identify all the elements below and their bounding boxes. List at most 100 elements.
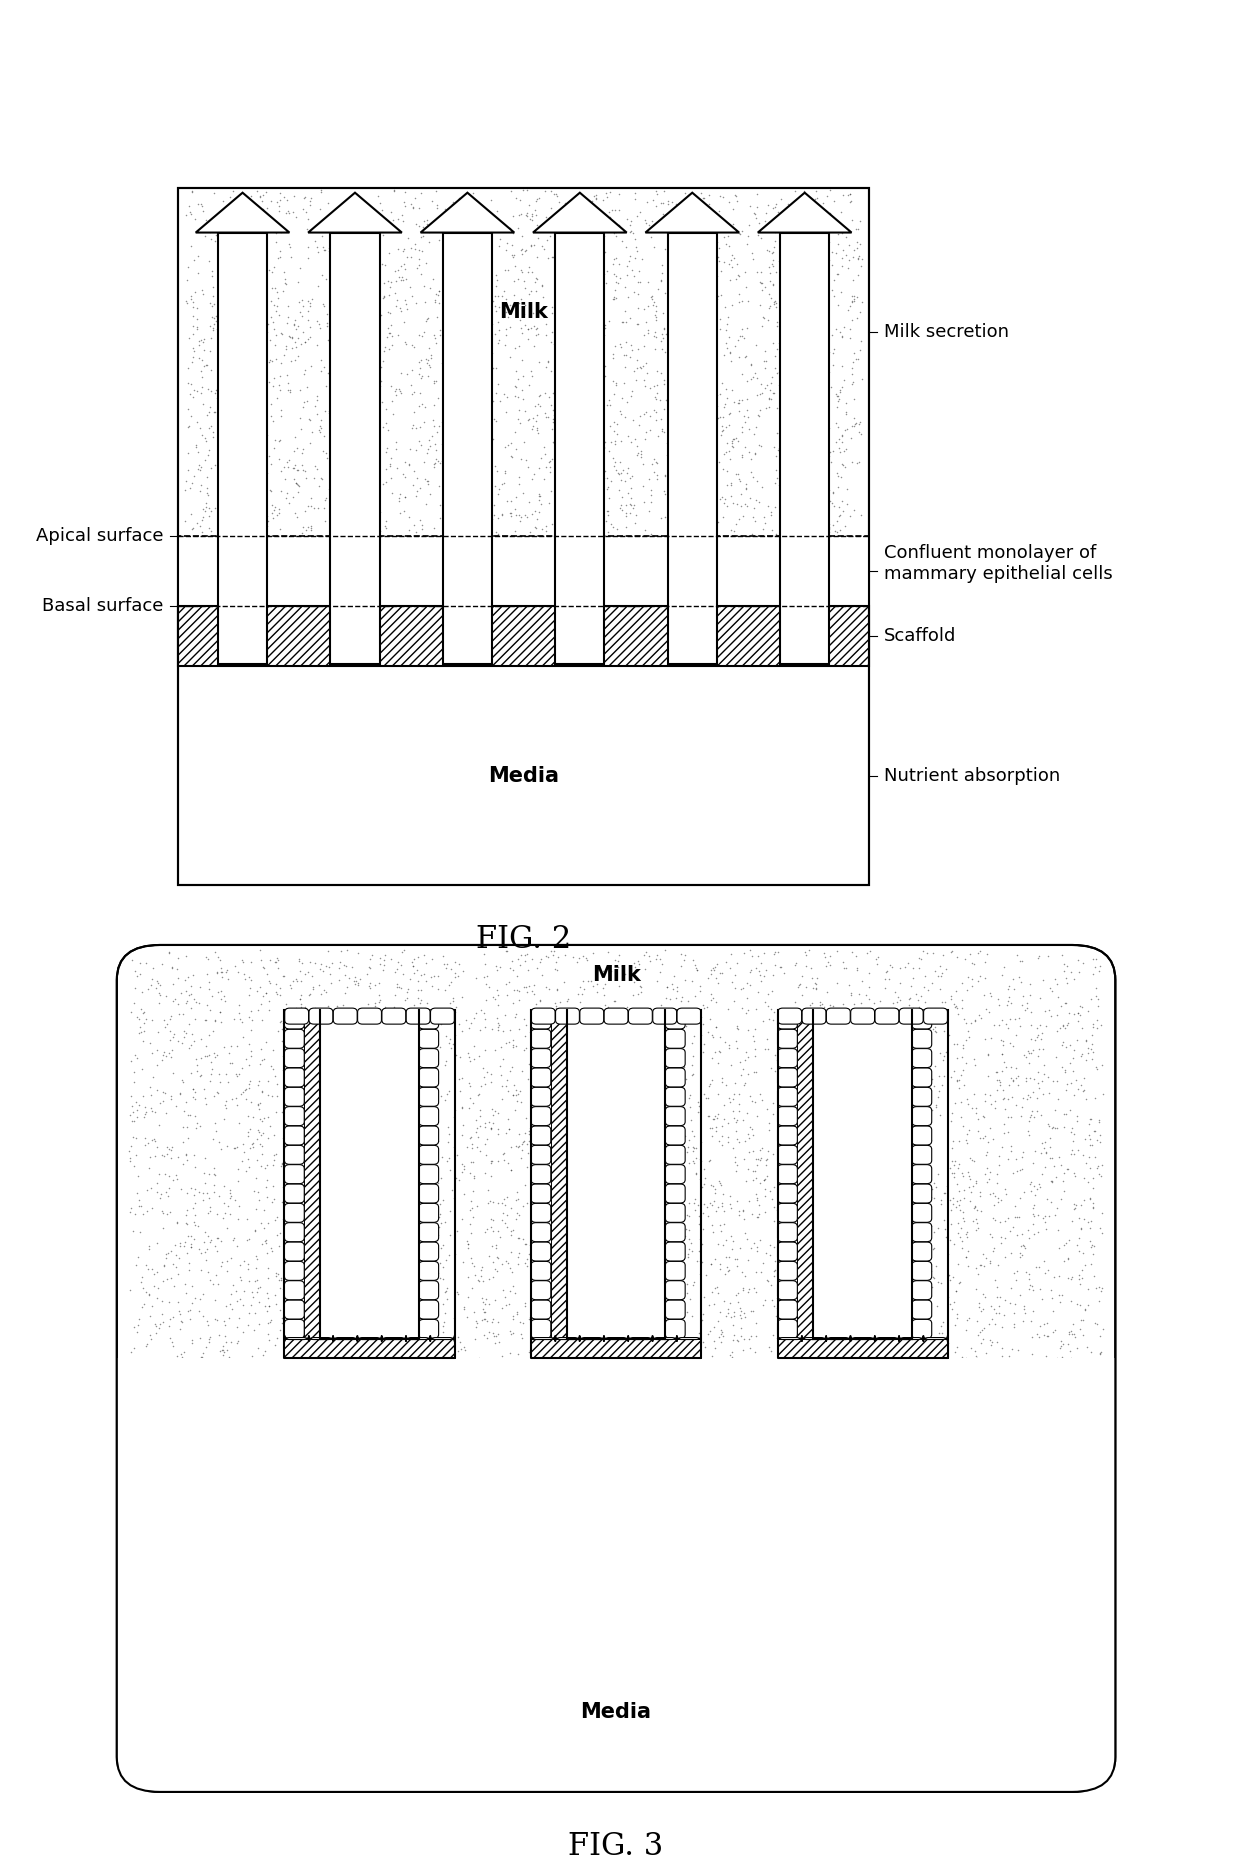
Point	[894, 1230, 914, 1260]
Point	[749, 401, 769, 431]
Point	[844, 495, 864, 525]
Point	[192, 517, 212, 547]
Point	[677, 497, 697, 526]
Point	[529, 381, 549, 411]
Point	[377, 394, 397, 424]
Point	[627, 1221, 647, 1251]
Point	[578, 465, 598, 495]
Point	[544, 1307, 564, 1337]
Point	[497, 383, 517, 413]
Point	[512, 175, 532, 205]
Point	[621, 375, 641, 405]
Point	[160, 1303, 180, 1333]
Point	[471, 1262, 491, 1292]
Point	[285, 498, 305, 528]
Point	[832, 1219, 852, 1249]
Point	[277, 334, 296, 364]
Point	[527, 413, 547, 442]
Point	[301, 484, 321, 513]
Point	[325, 1223, 345, 1253]
Point	[207, 314, 227, 344]
Point	[584, 267, 604, 297]
Point	[274, 1029, 294, 1059]
Point	[219, 183, 239, 213]
Point	[525, 1281, 544, 1311]
Point	[616, 306, 636, 336]
Point	[217, 474, 237, 504]
Point	[185, 1283, 205, 1313]
Point	[807, 1309, 827, 1339]
Point	[992, 1040, 1012, 1070]
Point	[797, 487, 817, 517]
Point	[852, 1270, 872, 1299]
Point	[180, 196, 200, 226]
Point	[153, 1040, 172, 1070]
Point	[621, 489, 641, 519]
Point	[655, 418, 675, 448]
Point	[492, 1341, 512, 1370]
Point	[1086, 1051, 1106, 1081]
Point	[598, 472, 618, 502]
Point	[833, 1143, 853, 1172]
Point	[526, 513, 546, 543]
Point	[973, 1102, 993, 1131]
Point	[528, 995, 548, 1025]
Point	[368, 1115, 388, 1144]
Point	[298, 215, 317, 245]
Point	[742, 444, 761, 474]
Point	[694, 1331, 714, 1361]
Point	[521, 1335, 541, 1365]
Point	[864, 988, 884, 1018]
Point	[196, 351, 216, 381]
Point	[317, 1161, 337, 1191]
Point	[875, 1234, 895, 1264]
Point	[585, 241, 605, 271]
FancyBboxPatch shape	[284, 1126, 304, 1144]
Point	[308, 1256, 327, 1286]
Point	[746, 192, 766, 222]
Point	[949, 1219, 968, 1249]
Point	[229, 504, 249, 534]
Point	[579, 1212, 599, 1242]
Point	[415, 392, 435, 422]
Point	[295, 327, 315, 357]
Point	[339, 439, 358, 469]
Point	[215, 1305, 234, 1335]
Point	[833, 1228, 853, 1258]
FancyBboxPatch shape	[777, 1335, 801, 1342]
Point	[419, 1249, 439, 1279]
Point	[1024, 1189, 1044, 1219]
Point	[412, 429, 432, 459]
Point	[516, 1032, 536, 1062]
Point	[303, 416, 322, 446]
Point	[370, 508, 389, 538]
Point	[283, 965, 303, 995]
Point	[496, 1290, 516, 1320]
Point	[435, 1335, 455, 1365]
Point	[573, 1301, 593, 1331]
Point	[577, 392, 596, 422]
Point	[300, 187, 320, 217]
Point	[233, 185, 253, 215]
Point	[904, 995, 924, 1025]
Point	[804, 239, 823, 269]
Point	[1017, 1062, 1037, 1092]
Point	[622, 405, 642, 435]
Point	[980, 1158, 999, 1187]
Point	[285, 1124, 305, 1154]
Point	[1001, 1004, 1021, 1034]
Point	[466, 1305, 486, 1335]
Point	[120, 1046, 140, 1075]
Point	[797, 1098, 817, 1128]
Point	[582, 1158, 601, 1187]
FancyBboxPatch shape	[531, 1049, 551, 1068]
Point	[583, 439, 603, 469]
Point	[523, 411, 543, 441]
Point	[681, 1079, 701, 1109]
Point	[997, 990, 1017, 1019]
Point	[646, 304, 666, 334]
Point	[1027, 1023, 1047, 1053]
Point	[415, 1018, 435, 1047]
Point	[699, 450, 719, 480]
Point	[131, 1268, 151, 1298]
